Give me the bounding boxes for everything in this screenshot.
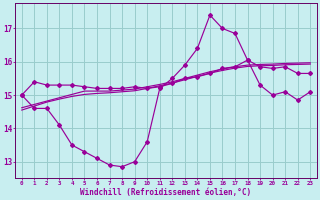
X-axis label: Windchill (Refroidissement éolien,°C): Windchill (Refroidissement éolien,°C) xyxy=(80,188,252,197)
